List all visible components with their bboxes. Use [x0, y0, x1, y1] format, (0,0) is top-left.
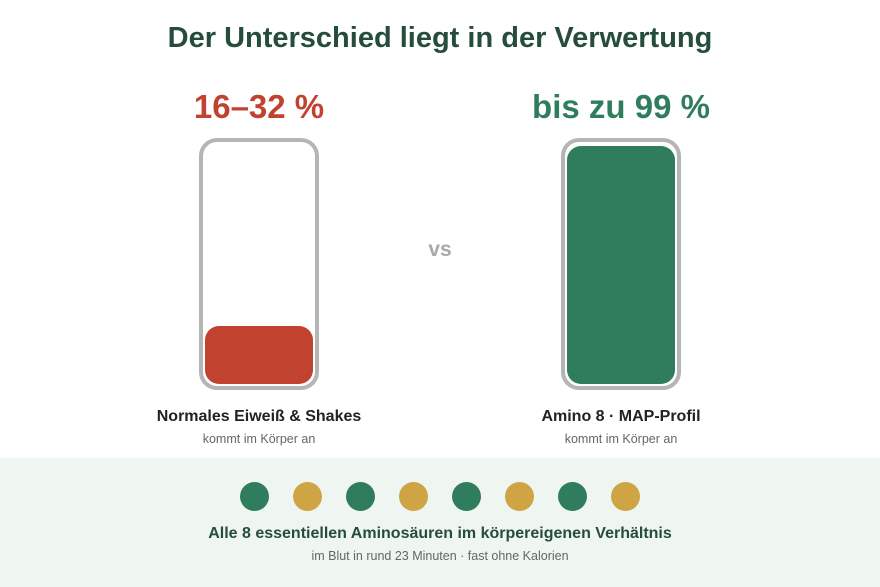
- right-level-fill: [567, 146, 675, 384]
- band-title: Alle 8 essentiellen Aminosäuren im körpe…: [208, 525, 672, 542]
- left-sublabel: kommt im Körper an: [202, 432, 316, 446]
- page-title: Der Unterschied liegt in der Verwertung: [167, 22, 713, 54]
- comparison-left: 16–32 % Normales Eiweiß & Shakes kommt i…: [109, 84, 409, 446]
- amino-acid-dot-4: [399, 482, 428, 511]
- amino-acid-dot-3: [346, 482, 375, 511]
- amino-acid-band: Alle 8 essentiellen Aminosäuren im körpe…: [0, 458, 880, 587]
- right-level-gauge: [561, 138, 681, 390]
- vs-label: vs: [428, 238, 452, 261]
- amino-acid-dots: [0, 482, 880, 511]
- amino-acid-dot-2: [293, 482, 322, 511]
- amino-acid-dot-1: [240, 482, 269, 511]
- amino-acid-dot-7: [558, 482, 587, 511]
- left-level-gauge: [199, 138, 319, 390]
- right-percent: bis zu 99 %: [532, 88, 710, 125]
- amino-acid-dot-5: [452, 482, 481, 511]
- left-label: Normales Eiweiß & Shakes: [156, 408, 362, 425]
- band-subtitle: im Blut in rund 23 Minuten · fast ohne K…: [311, 549, 569, 563]
- comparison-right: bis zu 99 % Amino 8 · MAP-Profil kommt i…: [471, 84, 771, 446]
- right-sublabel: kommt im Körper an: [564, 432, 678, 446]
- right-label: Amino 8 · MAP-Profil: [541, 408, 701, 425]
- left-level-fill: [205, 326, 313, 384]
- left-percent: 16–32 %: [193, 88, 325, 125]
- amino-acid-dot-6: [505, 482, 534, 511]
- amino-acid-dot-8: [611, 482, 640, 511]
